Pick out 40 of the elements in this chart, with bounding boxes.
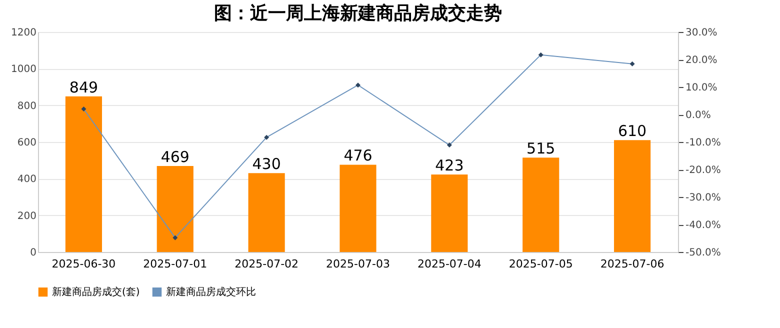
data-label: 423: [435, 156, 464, 174]
x-tick-label: 2025-07-05: [508, 258, 573, 270]
y-tick-label: 600: [17, 138, 36, 148]
y2-tick-label: -10.0%: [686, 138, 721, 148]
bar: [248, 173, 285, 252]
x-tick-label: 2025-07-03: [326, 258, 390, 270]
y-tick-label: 0: [30, 248, 36, 258]
bar: [522, 158, 560, 252]
bar: [614, 140, 651, 252]
y-tick-label: 800: [17, 100, 36, 112]
chart-title: 图：近一周上海新建商品房成交走势: [214, 3, 502, 24]
bar: [156, 166, 194, 252]
data-label: 430: [252, 155, 281, 174]
y2-tick-label: 10.0%: [686, 82, 718, 94]
legend-label: 新建商品房成交环比: [166, 286, 256, 298]
y2-tick-label: 20.0%: [686, 55, 718, 66]
legend-label: 新建商品房成交(套): [52, 286, 140, 298]
x-tick-label: 2025-07-01: [143, 258, 208, 270]
y2-tick-label: 30.0%: [686, 28, 718, 38]
y-tick-label: 1200: [11, 28, 36, 38]
data-label: 476: [344, 146, 372, 165]
data-label: 515: [526, 140, 556, 158]
y2-tick-label: -50.0%: [686, 248, 721, 258]
y2-tick-label: -40.0%: [686, 220, 721, 231]
data-label: 469: [160, 148, 190, 166]
x-tick-label: 2025-06-30: [52, 258, 116, 270]
y2-tick-label: 0.0%: [686, 110, 711, 121]
y2-tick-label: -20.0%: [686, 165, 721, 176]
bar: [340, 164, 376, 252]
bar: [65, 96, 102, 252]
y-tick-label: 1000: [11, 64, 36, 76]
data-label: 610: [618, 122, 647, 140]
x-tick-label: 2025-07-04: [417, 258, 482, 270]
data-label: 849: [69, 78, 98, 96]
y-tick-label: 200: [17, 210, 36, 222]
x-tick-label: 2025-07-06: [600, 258, 664, 270]
y-tick-label: 400: [17, 174, 36, 186]
x-tick-label: 2025-07-02: [234, 258, 299, 270]
y2-tick-label: -30.0%: [686, 192, 721, 204]
bar: [431, 174, 468, 252]
